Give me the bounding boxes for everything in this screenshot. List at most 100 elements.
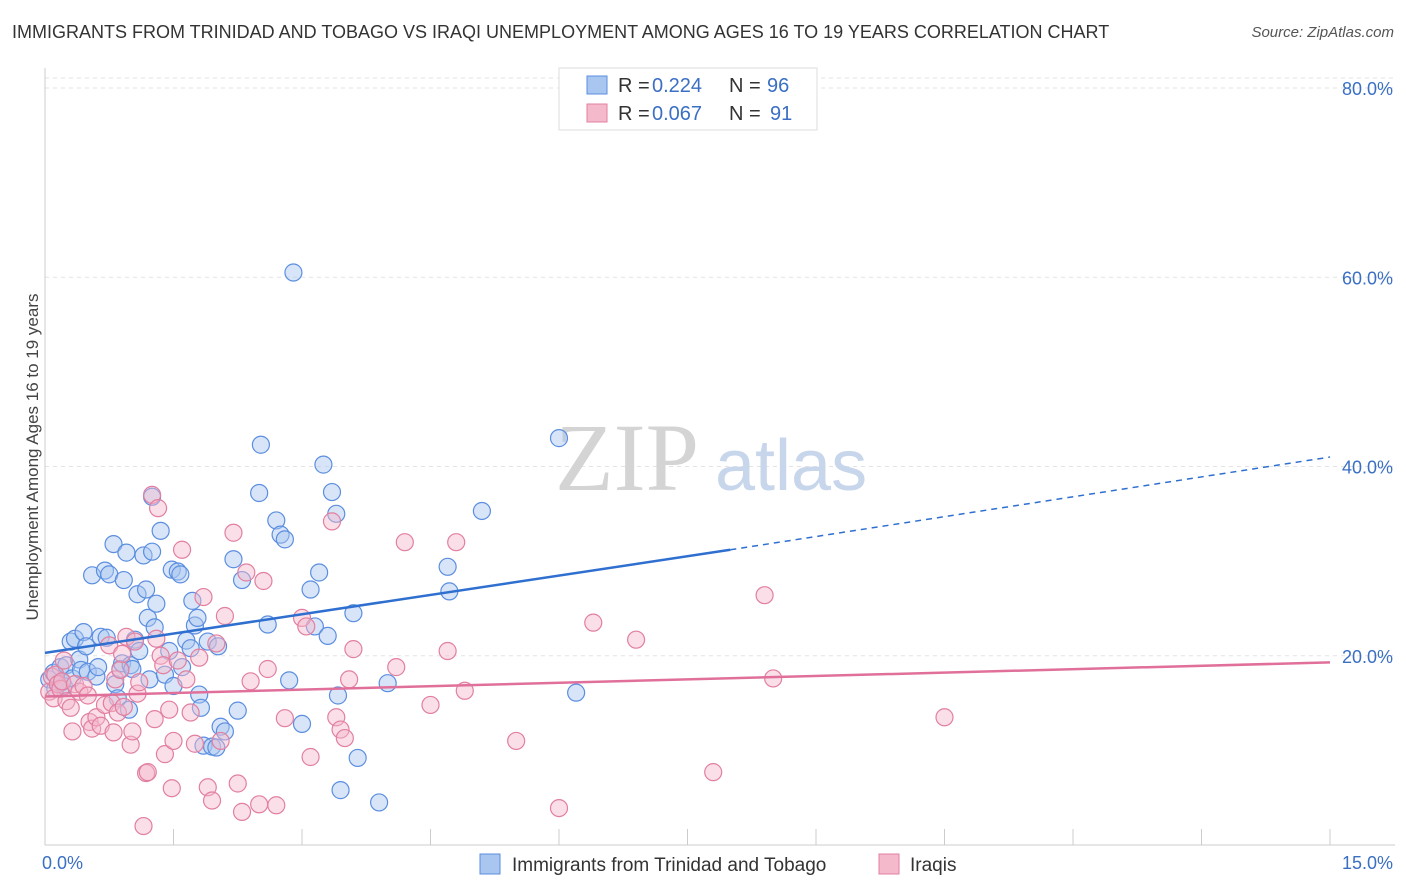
data-point — [507, 731, 526, 751]
data-point — [237, 563, 256, 582]
legend-n-value-2: 91 — [770, 103, 792, 125]
legend-n-label-2: N = — [729, 103, 761, 125]
data-point — [185, 734, 205, 753]
data-point — [378, 674, 397, 693]
data-point — [142, 542, 162, 561]
data-point — [123, 722, 142, 741]
data-point — [267, 511, 286, 530]
data-point — [228, 774, 247, 793]
data-point — [160, 700, 179, 719]
trend-line-trinidad-extension — [730, 456, 1331, 551]
axes — [44, 68, 1395, 846]
legend-r-value-1: 0.224 — [652, 75, 702, 97]
legend-r-label-2: R = — [618, 103, 650, 125]
data-point — [335, 728, 354, 748]
data-point — [340, 670, 359, 689]
data-point — [211, 731, 230, 751]
data-point — [148, 499, 168, 518]
data-point — [241, 672, 260, 691]
data-point — [74, 622, 93, 642]
data-point — [104, 723, 123, 742]
data-point — [275, 530, 294, 549]
data-point — [154, 656, 173, 675]
data-point — [168, 562, 187, 581]
data-point — [438, 557, 457, 576]
data-point — [292, 714, 312, 733]
watermark-zip: ZIP — [555, 404, 699, 511]
data-point — [171, 565, 190, 584]
legend-swatch-pink — [586, 103, 608, 123]
data-point — [147, 629, 166, 648]
data-point — [181, 703, 200, 722]
watermark-atlas: atlas — [715, 426, 867, 506]
bottom-legend-swatch-pink — [878, 853, 900, 875]
data-point — [155, 745, 175, 764]
data-point — [111, 660, 130, 680]
data-point — [128, 585, 147, 604]
data-point — [318, 626, 337, 645]
data-point — [125, 632, 145, 651]
data-point — [395, 533, 414, 552]
trend-line-trinidad — [44, 548, 731, 655]
data-point — [104, 534, 123, 554]
data-point — [301, 580, 320, 599]
x-tick-label-min: 0.0% — [42, 853, 83, 873]
data-point — [208, 637, 228, 656]
data-point — [151, 521, 170, 540]
y-tick-label-20: 20.0% — [1342, 647, 1393, 667]
data-point — [63, 722, 82, 741]
data-point — [704, 763, 723, 782]
data-point — [207, 634, 226, 653]
data-point — [145, 710, 164, 729]
data-point — [114, 570, 133, 590]
data-point — [61, 698, 80, 717]
data-point — [183, 591, 202, 610]
y-axis-title: Unemployment Among Ages 16 to 19 years — [23, 294, 42, 621]
data-point — [344, 604, 363, 623]
bottom-legend-label-1: Immigrants from Trinidad and Tobago — [512, 855, 826, 876]
data-point — [267, 796, 286, 815]
data-point — [438, 641, 457, 661]
data-point — [114, 697, 133, 716]
data-point — [344, 640, 363, 659]
data-point — [228, 701, 247, 720]
legend-n-value-1: 96 — [767, 75, 789, 97]
data-point — [224, 523, 243, 542]
data-point — [136, 580, 156, 599]
data-point — [142, 485, 162, 504]
chart-title: IMMIGRANTS FROM TRINIDAD AND TOBAGO VS I… — [12, 22, 1110, 42]
y-tick-label-40: 40.0% — [1342, 458, 1393, 478]
data-point — [421, 695, 440, 715]
y-tick-label-80: 80.0% — [1342, 79, 1393, 99]
data-point — [297, 617, 316, 636]
data-point — [215, 606, 234, 626]
data-point — [119, 700, 139, 719]
data-point — [935, 708, 954, 727]
data-point — [280, 671, 299, 690]
top-legend: R = 0.224 N = 96 R = 0.067 N = 91 — [558, 67, 818, 131]
watermark: ZIP atlas — [555, 404, 867, 511]
trend-line-iraqis — [44, 661, 1331, 698]
data-point — [567, 683, 586, 702]
legend-n-label-1: N = — [729, 75, 761, 97]
data-point — [322, 512, 342, 531]
data-point — [549, 429, 569, 448]
data-point — [162, 779, 181, 798]
data-point — [172, 540, 192, 559]
data-point — [328, 686, 348, 705]
data-point — [190, 648, 209, 667]
data-point — [194, 587, 213, 607]
legend-r-label-1: R = — [618, 75, 650, 97]
data-point — [224, 550, 243, 569]
data-point — [191, 698, 211, 717]
data-point — [112, 644, 132, 663]
data-point — [584, 613, 603, 632]
data-point — [387, 658, 406, 677]
legend-r-value-2: 0.067 — [652, 103, 702, 125]
data-point — [147, 594, 166, 613]
data-point — [134, 816, 153, 836]
data-point — [348, 748, 367, 768]
data-point — [250, 483, 269, 503]
x-tick-labels: 0.0% 15.0% — [42, 853, 1393, 873]
data-point — [626, 630, 646, 649]
